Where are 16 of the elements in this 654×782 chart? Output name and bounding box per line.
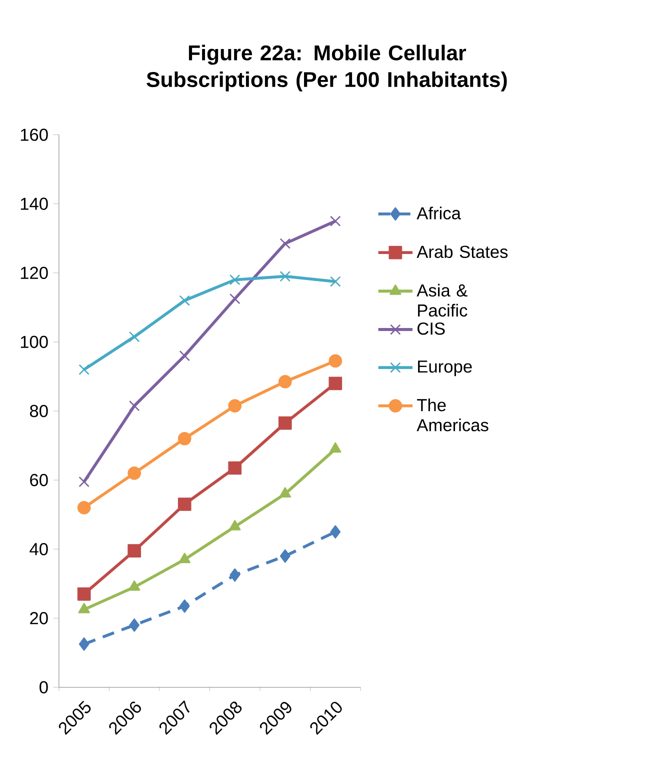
- y-tick-label: 20: [30, 612, 48, 624]
- y-tick-label: 160: [20, 128, 48, 141]
- y-tick-label: 0: [40, 681, 48, 694]
- legend-label: Africa: [416, 206, 462, 220]
- y-tick-label: 120: [20, 266, 48, 280]
- y-tick-label: 100: [20, 336, 48, 348]
- legend-label: The Americas: [416, 398, 488, 432]
- legend-label: Asia & Pacific: [416, 284, 468, 317]
- y-tick-label: 40: [30, 542, 48, 556]
- y-tick-label: 60: [30, 474, 48, 486]
- legend-label: Arab States: [416, 245, 508, 258]
- y-tick-label: 140: [20, 198, 48, 210]
- y-tick-label: 80: [30, 404, 48, 418]
- legend-label: CIS: [418, 322, 445, 335]
- chart-title: Figure 22a: Mobile Cellular Subscriptions (Per 100 Inhabitants): [146, 44, 507, 92]
- legend-label: Europe: [418, 360, 472, 376]
